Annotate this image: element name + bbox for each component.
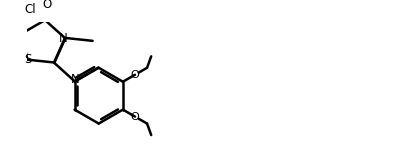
Text: N: N	[59, 32, 68, 45]
Text: S: S	[24, 53, 32, 66]
Text: N: N	[71, 73, 80, 86]
Text: O: O	[131, 112, 139, 122]
Text: O: O	[42, 0, 52, 11]
Text: Cl: Cl	[24, 3, 36, 16]
Text: O: O	[131, 70, 139, 80]
